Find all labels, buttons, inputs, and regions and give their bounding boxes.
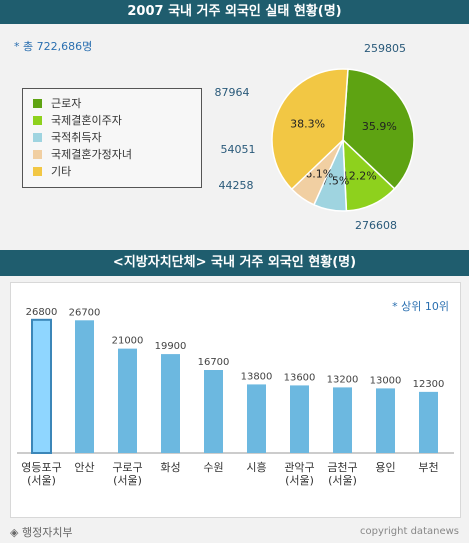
total-count-label: * 총 722,686명 [14,40,93,53]
pie-chart: 35.9% 259805 12.2% 87964 7.5% 54051 6.1% 44258 3… [215,42,415,232]
legend-swatch [33,99,42,108]
pie-percent-label: 6.1% [305,168,333,181]
bar [333,387,352,453]
legend-swatch [33,133,42,142]
category-sublabel: (서울) [328,474,357,487]
legend-item: 근로자 [33,95,81,111]
bar-value-label: 13600 [284,372,316,383]
category-label: 시흥 [246,460,266,474]
legend-swatch [33,150,42,159]
bar [161,354,180,453]
pie-percent-label: 12.2% [342,169,377,182]
bar-value-label: 16700 [198,357,230,368]
pie-percent-label: 35.9% [362,120,397,133]
legend-label: 국적취득자 [51,131,102,144]
bar [376,388,395,453]
bar-value-label: 26800 [26,307,58,318]
pie-percent-label: 38.3% [290,117,325,130]
legend-item: 국적취득자 [33,129,102,145]
category-sublabel: (서울) [27,474,56,487]
bar-value-label: 12300 [413,379,445,390]
bar-chart-panel: 26800 영등포구 (서울) 26700 안산 21000 구로구 (서울) 19900 화성 1… [10,282,461,518]
category-sublabel: (서울) [113,474,142,487]
pie-value-label: 276608 [355,219,397,232]
bar-value-label: 26700 [69,307,101,318]
bar [118,348,137,453]
pie-value-label: 259805 [364,42,406,55]
pie-value-label: 44258 [219,179,254,192]
bar [290,385,309,453]
pie-slice [271,68,349,191]
category-label: 관악구 [284,461,314,474]
bar [419,391,438,453]
pie-slice [342,68,415,190]
legend-label: 국제결혼이주자 [51,114,122,127]
legend-label: 국제결혼가정자녀 [51,148,132,161]
pie-value-label: 54051 [221,143,256,156]
bar-value-label: 21000 [112,336,144,347]
bar [75,320,94,453]
category-sublabel: (서울) [285,474,314,487]
category-label: 금천구 [327,460,357,474]
legend-item: 기타 [33,163,71,179]
copyright-label: copyright datanews [360,526,459,537]
bar-value-label: 13000 [370,375,402,386]
category-label: 용인 [375,461,395,474]
legend-item: 국제결혼가정자녀 [33,146,132,162]
category-label: 부천 [418,460,438,474]
legend-label: 근로자 [51,97,82,110]
source-label: ◈ 행정자치부 [10,526,73,539]
pie-value-label: 87964 [215,86,250,99]
category-label: 영등포구 [21,461,61,474]
legend-item: 국제결혼이주자 [33,112,122,128]
bar-value-label: 13800 [241,371,273,382]
bar-chart-title: <지방자치단체> 국내 거주 외국인 현황(명) [0,250,469,276]
category-label: 수원 [203,461,223,474]
bar-chart: 26800영등포구(서울)26700안산21000구로구(서울)19900화성1… [17,307,454,487]
category-label: 화성 [160,461,180,474]
bar [247,384,266,453]
bar-value-label: 13200 [327,374,359,385]
bar [204,370,223,453]
category-label: 구로구 [112,461,142,474]
pie-chart-title: 2007 국내 거주 외국인 실태 현황(명) [0,0,469,24]
legend-label: 기타 [51,165,72,178]
legend-swatch [33,116,42,125]
category-label: 안산 [74,461,94,474]
pie-percent-label: 7.5% [321,174,349,187]
legend-swatch [33,167,42,176]
top-ten-label: * 상위 10위 [392,300,449,313]
bar-value-label: 19900 [155,341,187,352]
bar [31,318,52,454]
